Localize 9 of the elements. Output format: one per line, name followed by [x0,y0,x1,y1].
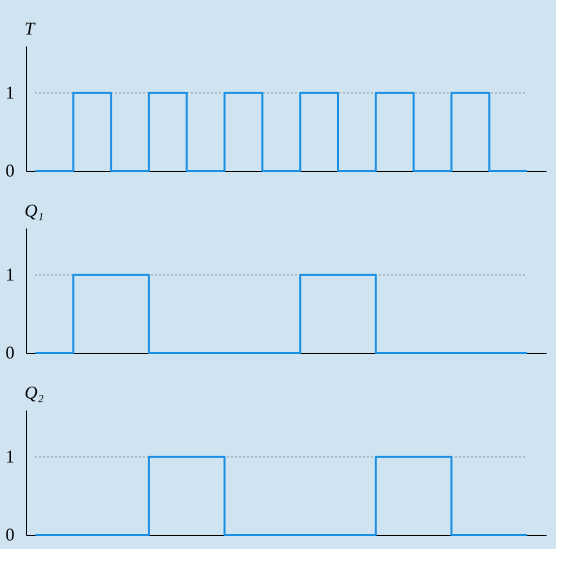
y-axis-title: T [24,18,36,38]
y-tick-label: 0 [6,342,14,362]
y-tick-label: 1 [6,446,14,466]
y-tick-label: 0 [6,160,14,180]
y-tick-label: 1 [6,82,14,102]
y-axis-title: Q₁ [24,200,44,220]
y-tick-label: 1 [6,264,14,284]
y-tick-label: 0 [6,524,14,544]
y-axis-title: Q₂ [24,382,44,402]
